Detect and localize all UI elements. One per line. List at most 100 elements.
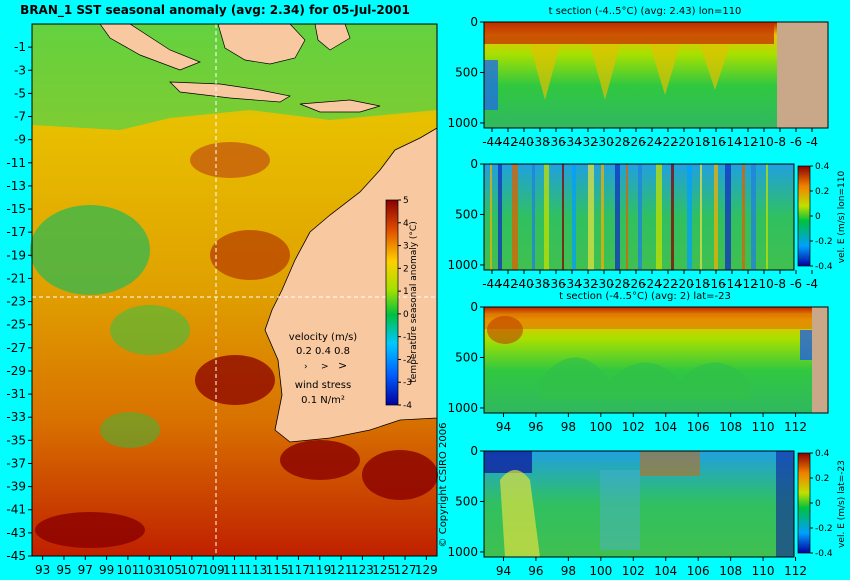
cold-patch <box>484 60 498 110</box>
warm-core <box>487 316 523 344</box>
map-y-tick-label: -25 <box>6 318 26 332</box>
velocity-stripe <box>601 164 604 270</box>
section-x-tick-label: -38 <box>530 277 550 291</box>
section-x-tick-label: -12 <box>738 135 758 149</box>
velocity-stripe <box>490 164 492 270</box>
velocity-arrow-icon: > <box>338 359 347 372</box>
map-y-tick-label: -13 <box>6 179 26 193</box>
warm-patch-mid <box>210 230 290 280</box>
map-y-tick-label: -19 <box>6 248 26 262</box>
section-vel-lon-colorbar <box>797 165 811 267</box>
map-y-tick-label: -11 <box>6 156 26 170</box>
section-x-tick-label: -38 <box>530 135 550 149</box>
section-temp-lat: t section (-4..5°C) (avg: 2) lat=-23 94 9… <box>447 291 829 434</box>
land-java <box>169 81 291 103</box>
section-y-tick-label: 1000 <box>447 401 478 415</box>
warm-eddy-2 <box>280 440 360 480</box>
section-x-tick-label: -16 <box>706 135 726 149</box>
section-x-tick-label: 100 <box>589 564 612 578</box>
velocity-stripe <box>766 164 768 270</box>
cool-eddy-south <box>100 412 160 448</box>
section-x-tick-label: -26 <box>626 135 646 149</box>
map-colorbar-tick-label: -1 <box>403 333 412 343</box>
land-sumatra <box>99 23 201 71</box>
section-x-tick-label: 104 <box>654 420 677 434</box>
velocity-stripe <box>687 164 692 270</box>
section-x-tick-label: 96 <box>528 564 543 578</box>
section-x-tick-label: -34 <box>562 277 582 291</box>
westward-jet <box>484 451 532 473</box>
velocity-stripe <box>751 164 756 270</box>
velocity-arrow-icon: › <box>304 362 308 372</box>
section-x-tick-label: 110 <box>752 420 775 434</box>
section-x-tick-label: -22 <box>658 277 678 291</box>
map-y-tick-label: -1 <box>14 40 26 54</box>
map-colorbar-tick-label: 2 <box>403 264 409 274</box>
surface-eastward <box>640 451 700 476</box>
section-x-tick-label: -8 <box>774 277 786 291</box>
section-vel-lon-frame <box>483 163 795 271</box>
velocity-stripe <box>588 164 594 270</box>
section-y-tick-label: 1000 <box>447 258 478 272</box>
section-x-tick-label: -22 <box>658 135 678 149</box>
map-colorbar: 5 4 3 2 1 0 -1 -2 -3 -4 temperature seasonal anom… <box>385 196 419 411</box>
section-x-tick-label: -36 <box>546 277 566 291</box>
section-land-mask <box>777 22 828 128</box>
section-x-tick-label: -16 <box>706 277 726 291</box>
section-x-tick-label: -18 <box>690 277 710 291</box>
map-colorbar-tick-label: -3 <box>403 378 412 388</box>
section-x-tick-label: 106 <box>687 564 710 578</box>
velocity-stripe <box>615 164 620 270</box>
velocity-stripe <box>714 164 718 270</box>
velocity-stripe <box>498 164 502 270</box>
warm-plumes <box>530 45 730 100</box>
section-y-tick-label: 500 <box>455 494 478 508</box>
section-x-tick-label: -32 <box>578 277 598 291</box>
velocity-colorbar-tick-label: 0.4 <box>815 449 830 459</box>
sst-map-panel: BRAN_1 SST seasonal anomaly (avg: 2.34) … <box>6 3 438 577</box>
map-y-tick-label: -43 <box>6 526 26 540</box>
section-vel-lon: 0.4 0.2 0 -0.2 -0.4 vel. E (m/s) lon=110 -44… <box>447 157 847 291</box>
section-x-tick-label: -40 <box>514 277 534 291</box>
map-x-tick-label: 101 <box>116 563 139 577</box>
map-x-tick-label: 105 <box>159 563 182 577</box>
land-lesser-sundas <box>299 99 381 113</box>
velocity-stripe <box>572 164 576 270</box>
section-x-tick-label: -30 <box>594 135 614 149</box>
warm-eddy-1 <box>195 355 275 405</box>
copyright-notice: © Copyright CSIRO 2006 <box>438 423 449 548</box>
map-x-tick-label: 97 <box>78 563 93 577</box>
velocity-colorbar-tick-label: 0.2 <box>815 187 829 197</box>
section-x-tick-label: 94 <box>496 564 511 578</box>
velocity-colorbar-tick-label: -0.4 <box>815 262 833 272</box>
warm-patch-north <box>190 142 270 178</box>
section-x-tick-label: -26 <box>626 277 646 291</box>
section-temp-lat-title: t section (-4..5°C) (avg: 2) lat=-23 <box>559 291 731 302</box>
map-y-axis: -1 -3 -5 -7 -9 -11 -13 -15 -17 -19 -21 -23 -25 -27 -29… <box>6 40 32 563</box>
section-x-tick-label: 106 <box>687 420 710 434</box>
section-x-tick-label: -44 <box>482 135 502 149</box>
map-y-tick-label: -15 <box>6 202 26 216</box>
section-x-tick-label: 102 <box>622 564 645 578</box>
map-y-tick-label: -45 <box>6 549 26 563</box>
section-x-tick-label: -8 <box>774 135 786 149</box>
section-x-tick-label: 108 <box>719 420 742 434</box>
velocity-colorbar-tick-label: 0 <box>815 212 821 222</box>
section-x-tick-label: 112 <box>784 420 807 434</box>
map-x-tick-label: 117 <box>287 563 310 577</box>
map-y-tick-label: -35 <box>6 433 26 447</box>
section-x-tick-label: 100 <box>589 420 612 434</box>
velocity-colorbar-tick-label: -0.4 <box>815 549 833 559</box>
velocity-colorbar-tick-label: -0.2 <box>815 237 833 247</box>
velocity-stripe <box>544 164 549 270</box>
velocity-colorbar-tick-label: 0.4 <box>815 162 830 172</box>
velocity-stripe <box>532 164 535 270</box>
section-x-tick-label: -36 <box>546 135 566 149</box>
velocity-stripe <box>638 164 642 270</box>
section-x-tick-label: 102 <box>622 420 645 434</box>
cool-domes <box>540 357 750 400</box>
section-x-tick-label: -30 <box>594 277 614 291</box>
section-x-tick-label: -14 <box>722 277 742 291</box>
section-x-tick-label: -24 <box>642 277 662 291</box>
velocity-stripe <box>700 164 702 270</box>
